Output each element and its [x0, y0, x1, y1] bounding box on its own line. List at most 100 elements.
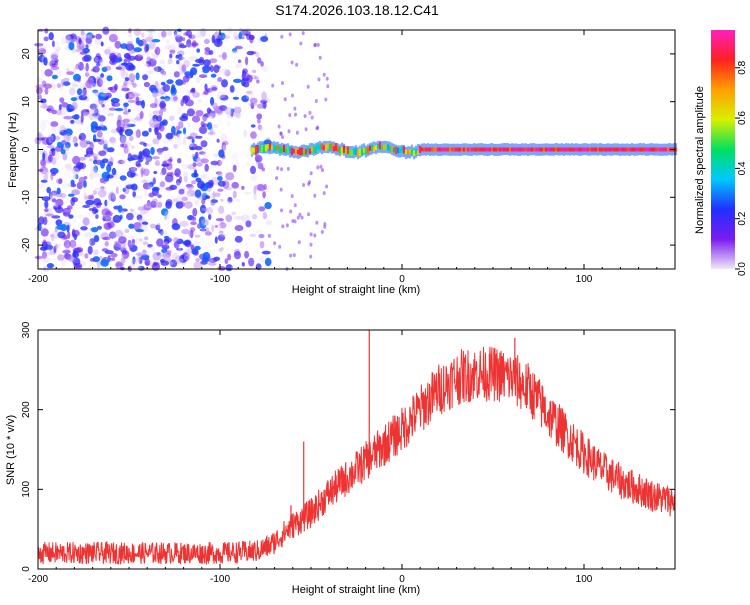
spectrogram-noise-blob	[244, 250, 250, 259]
spectrogram-noise-blob	[56, 83, 62, 89]
spectrogram-noise-blob	[182, 127, 187, 135]
spectrogram-noise-blob	[80, 33, 90, 40]
spectrogram-noise-blob	[159, 181, 165, 188]
spectrogram-noise-blob	[50, 157, 57, 165]
spectrogram-noise-blob	[75, 63, 80, 70]
spectrogram-noise-blob	[190, 221, 197, 226]
spectrogram-noise-blob	[240, 214, 250, 223]
spectrogram-noise-blob	[82, 111, 92, 119]
spectrogram-noise-blob	[221, 52, 227, 60]
snr-y-label: SNR (10 * v/v)	[5, 415, 17, 485]
spectrogram-noise-blob	[117, 205, 123, 213]
spectrogram-noise-blob	[41, 170, 48, 179]
spectrogram-noise-blob	[225, 214, 233, 223]
spectrogram-trace-cell	[282, 145, 286, 153]
spectrogram-noise-blob	[249, 233, 257, 238]
spectrogram-noise-blob	[120, 257, 126, 264]
spectrogram-noise-blob	[40, 166, 48, 175]
spectrogram-noise-blob	[187, 122, 191, 128]
spectrogram-noise-blob	[109, 208, 114, 214]
spectrogram-noise-blob	[136, 214, 143, 221]
spectrogram-noise-blob	[201, 152, 210, 158]
spectrogram-trace-cell	[406, 150, 410, 155]
spectrogram-noise-blob	[232, 190, 237, 199]
spectrogram-trace-cell	[356, 149, 360, 157]
spectrogram-noise-blob	[133, 261, 141, 266]
spectrogram-noise-blob	[104, 199, 108, 207]
spectrogram-trace-cell	[252, 147, 256, 153]
spectrogram-noise-blob	[83, 192, 87, 201]
spectrogram-trace-cell	[624, 147, 628, 152]
spectrogram-noise-blob	[99, 76, 106, 85]
spectrogram-noise-blob	[107, 161, 114, 167]
spectrogram-noise-blob	[210, 96, 215, 106]
spectrogram-noise-blob	[103, 139, 109, 148]
spectrogram-noise-blob	[52, 230, 59, 239]
spectrogram-noise-blob	[164, 255, 174, 259]
spectrogram-noise-blob	[102, 236, 111, 241]
spectrogram-noise-blob	[61, 78, 65, 87]
spectrogram-noise-blob	[120, 136, 127, 144]
spectrogram-trace-cell	[598, 147, 602, 152]
spectrogram-noise-blob	[115, 66, 122, 70]
spectrogram-noise-blob	[243, 191, 252, 195]
spectrogram-noise-blob	[64, 163, 72, 169]
spectrogram-noise-blob	[62, 144, 70, 151]
spectrogram-noise-blob	[134, 129, 140, 139]
spectrogram-trace-cell	[486, 147, 490, 152]
spectrogram-noise-blob	[86, 153, 93, 161]
spectrogram-noise-blob	[281, 135, 284, 139]
spectrogram-noise-blob	[204, 231, 212, 236]
spectrogram-noise-blob	[65, 243, 71, 253]
spectrogram-trace-cell	[664, 147, 668, 152]
spectrogram-x-tick-label: -200	[28, 274, 48, 285]
spectrogram-trace-cell	[648, 147, 652, 152]
spectrogram-noise-blob	[162, 160, 168, 168]
snr-x-tick-label: -200	[28, 574, 48, 585]
spectrogram-trace-cell	[518, 147, 522, 152]
spectrogram-noise-blob	[173, 96, 178, 101]
spectrogram-noise-blob	[279, 187, 283, 192]
spectrogram-noise-blob	[245, 56, 249, 66]
spectrogram-trace-cell	[408, 149, 412, 154]
spectrogram-trace-cell	[402, 146, 406, 154]
spectrogram-trace-cell	[330, 143, 334, 150]
spectrogram-noise-blob	[128, 55, 136, 61]
spectrogram-noise-blob	[83, 67, 88, 71]
spectrogram-noise-blob	[195, 110, 204, 117]
spectrogram-noise-blob	[253, 185, 257, 195]
spectrogram-trace-cell	[260, 145, 264, 153]
spectrogram-noise-blob	[220, 246, 225, 251]
spectrogram-noise-blob	[217, 176, 223, 181]
spectrogram-noise-blob	[190, 244, 195, 251]
spectrogram-noise-blob	[257, 183, 265, 192]
spectrogram-noise-blob	[212, 191, 216, 200]
spectrogram-noise-blob	[205, 223, 210, 232]
spectrogram-trace-cell	[528, 147, 532, 152]
spectrogram-noise-blob	[109, 141, 118, 145]
spectrogram-noise-blob	[44, 200, 49, 209]
spectrogram-noise-blob	[133, 28, 141, 37]
spectrogram-noise-blob	[109, 86, 117, 93]
spectrogram-trace-cell	[572, 147, 576, 152]
spectrogram-noise-blob	[34, 43, 44, 47]
spectrogram-noise-blob	[301, 31, 305, 36]
spectrogram-noise-blob	[225, 172, 235, 181]
spectrogram-noise-blob	[135, 129, 141, 138]
snr-axis-ticks: -200 -100 0 100 0 100 200 300	[21, 321, 676, 585]
spectrogram-noise-blob	[308, 110, 312, 115]
spectrogram-noise-blob	[110, 97, 120, 104]
spectrogram-noise-blob	[135, 160, 141, 167]
spectrogram-noise-blob	[184, 201, 193, 209]
spectrogram-trace-cell	[382, 144, 386, 151]
spectrogram-x-tick-label: 100	[576, 274, 593, 285]
spectrogram-noise-blob	[229, 85, 235, 93]
spectrogram-trace-cell	[584, 147, 588, 152]
spectrogram-noise-blob	[95, 203, 102, 208]
spectrogram-noise-blob	[128, 93, 138, 99]
spectrogram-noise-blob	[57, 254, 65, 261]
spectrogram-noise-blob	[141, 179, 148, 184]
spectrogram-noise-blob	[100, 120, 104, 126]
spectrogram-trace-cell	[418, 146, 422, 153]
